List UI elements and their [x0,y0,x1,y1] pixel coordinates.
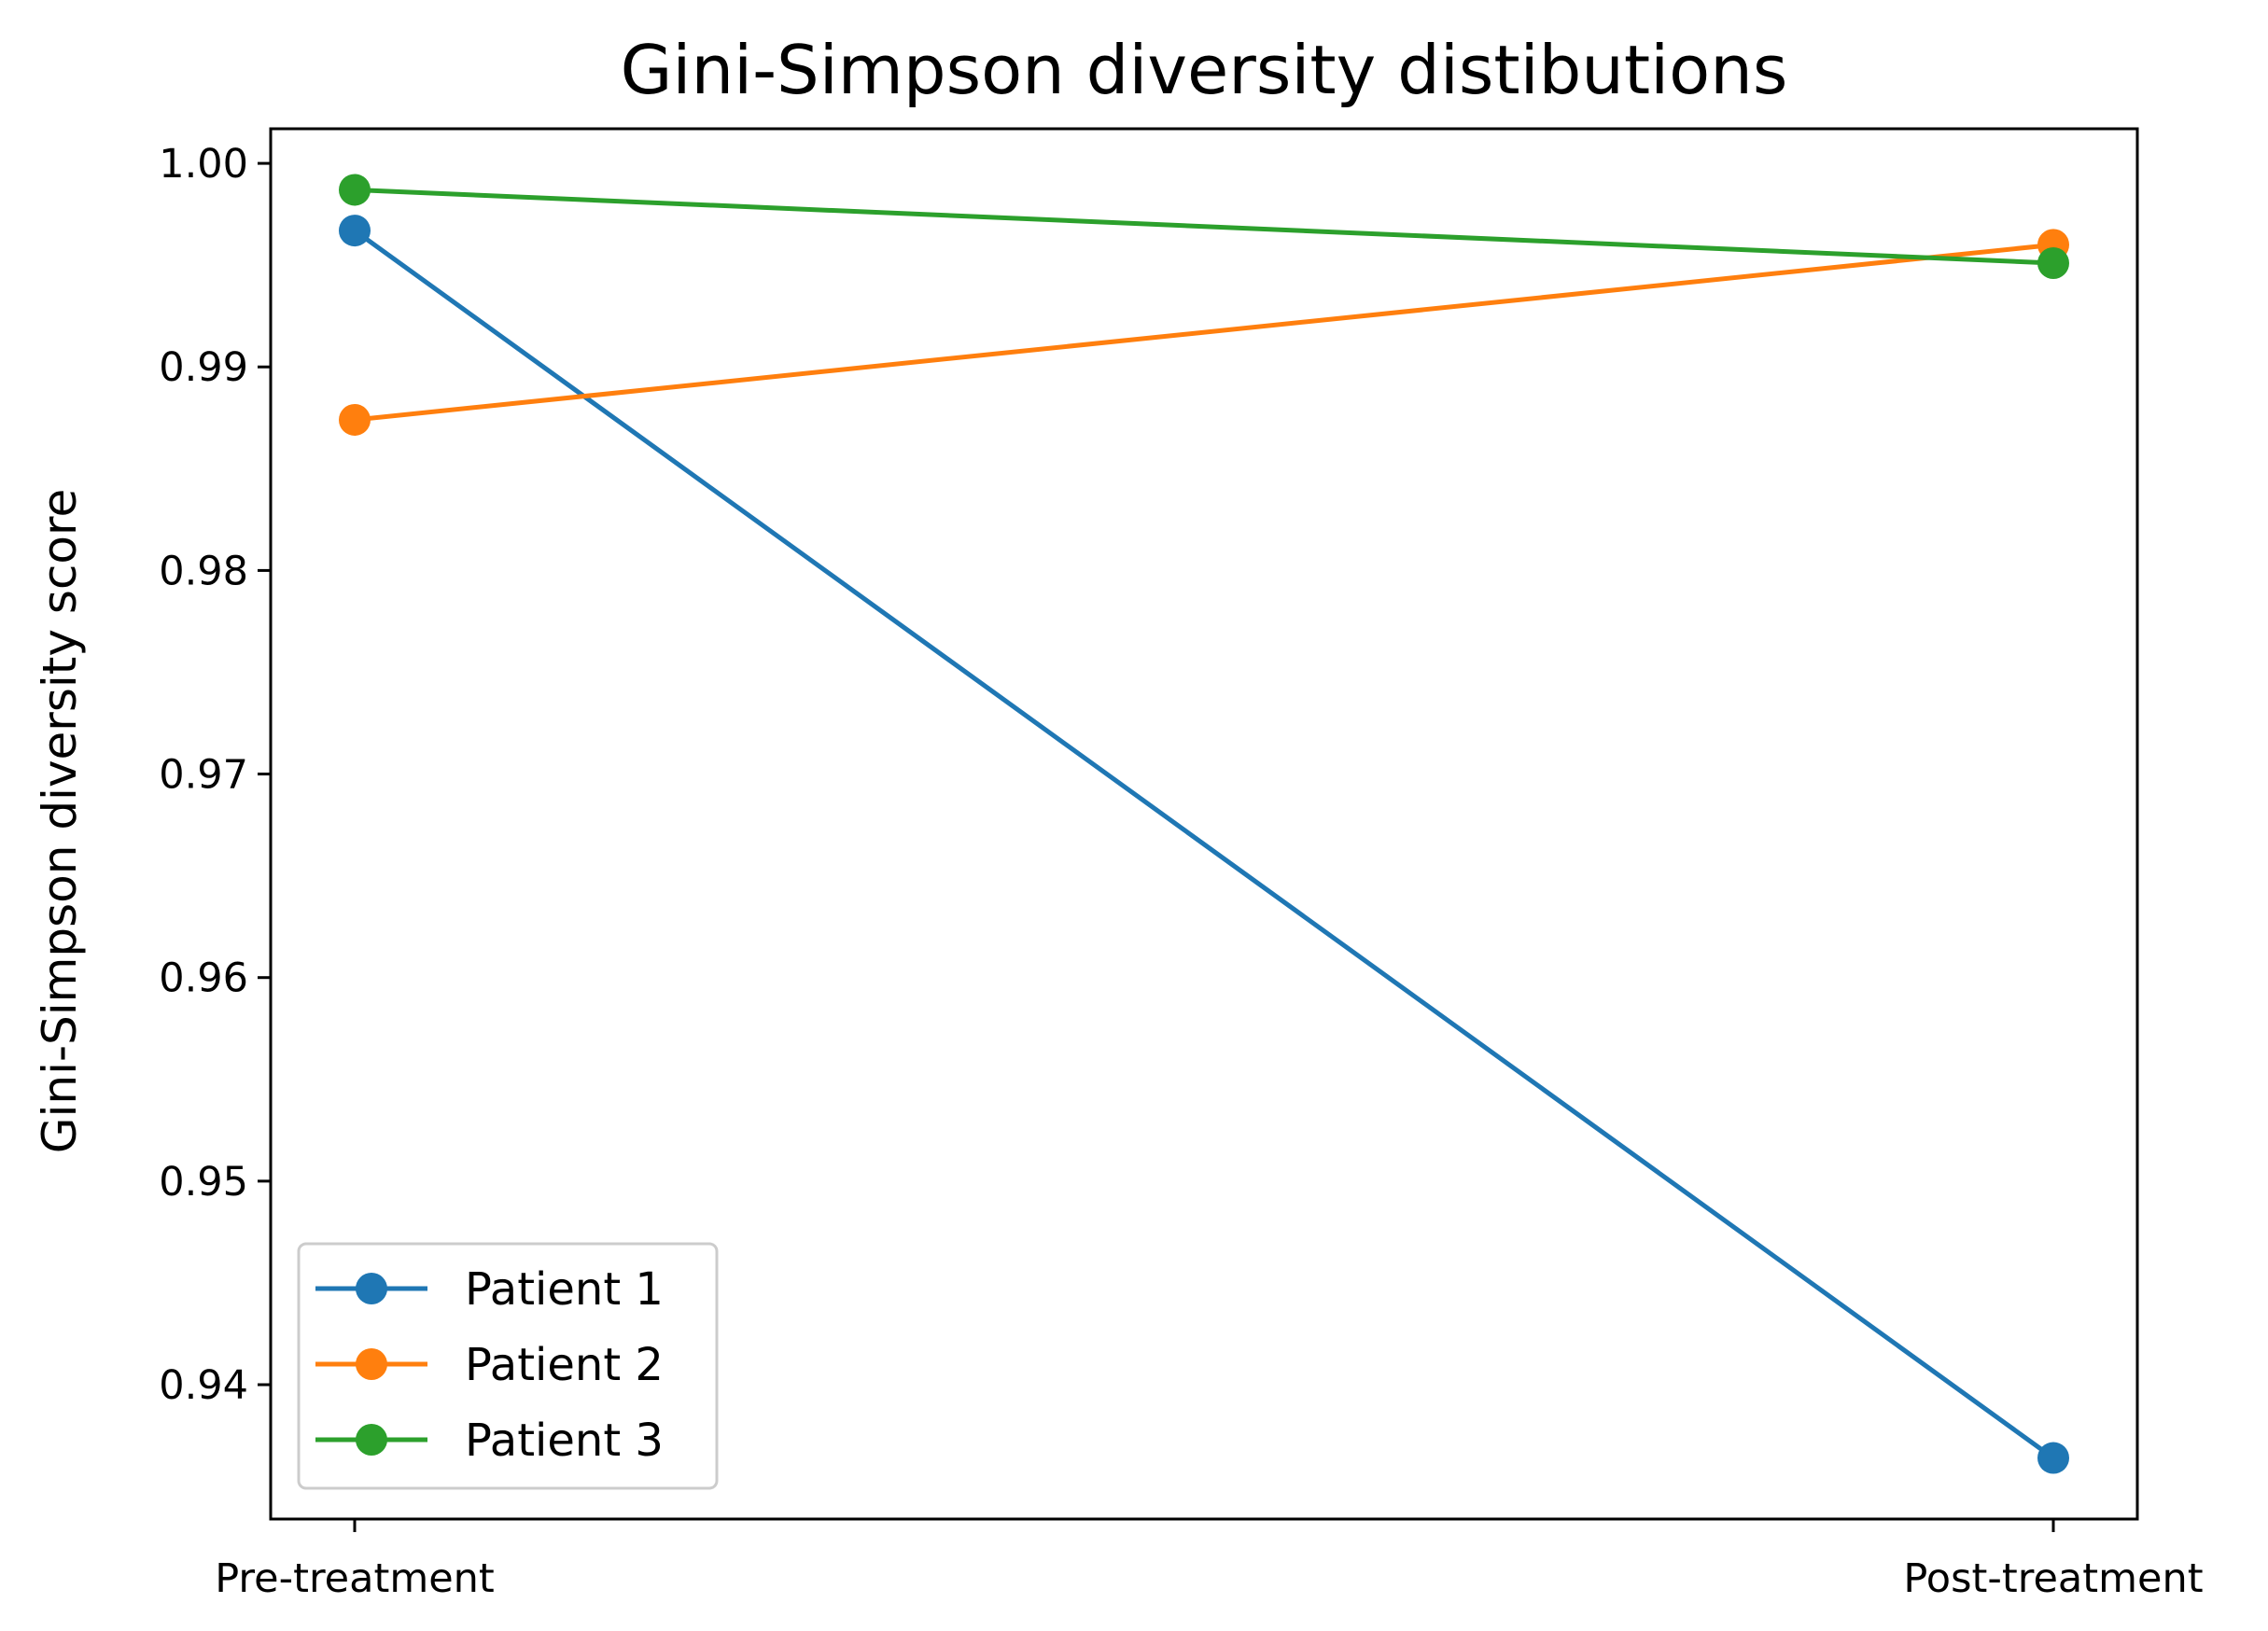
y-axis-ticks: 0.94 0.95 0.96 0.97 0.98 0.99 1.00 [159,141,271,1409]
x-tick-label: Pre-treatment [215,1555,495,1602]
x-tick-label: Post-treatment [1903,1555,2203,1602]
legend-item: Patient 1 [315,1263,664,1316]
plot-frame [269,127,2139,1521]
legend-marker [356,1424,387,1456]
data-point [339,403,371,436]
series-patient-1 [339,215,2069,1474]
series-layer [339,174,2069,1474]
y-tick-label: 0.99 [159,344,248,391]
legend-item: Patient 3 [315,1415,664,1467]
legend: Patient 1 Patient 2 Patient 3 [297,1242,719,1490]
legend-label: Patient 2 [465,1339,664,1391]
series-line [354,187,2054,266]
y-tick-label: 0.95 [159,1159,248,1206]
series-line [354,242,2054,423]
y-tick-label: 0.96 [159,955,248,1002]
y-tick-label: 0.98 [159,548,248,594]
data-point [339,215,371,247]
data-point [2037,246,2069,279]
legend-item: Patient 2 [315,1339,664,1391]
legend-marker [356,1273,387,1304]
y-tick-label: 0.97 [159,752,248,799]
legend-box [297,1242,719,1490]
data-point [339,174,371,206]
y-axis-label: Gini-Simpson diversity score [33,489,87,1153]
x-axis-ticks: Pre-treatment Post-treatment [215,1519,2204,1602]
y-tick-label: 1.00 [159,141,248,188]
chart-title: Gini-Simpson diversity distibutions [621,31,1788,109]
series-patient-3 [339,174,2069,279]
y-tick-label: 0.94 [159,1362,248,1409]
legend-label: Patient 3 [465,1415,664,1467]
legend-marker [356,1348,387,1380]
data-point [2037,1442,2069,1474]
series-line [353,229,2055,1460]
legend-label: Patient 1 [465,1263,664,1316]
